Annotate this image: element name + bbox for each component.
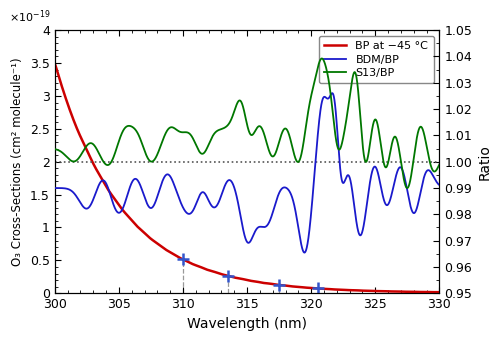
S13/BP — [224, 124, 230, 128]
Text: $\times10^{-19}$: $\times10^{-19}$ — [8, 8, 50, 25]
X-axis label: Wavelength (nm): Wavelength (nm) — [187, 317, 307, 331]
BDM/BP — [52, 186, 58, 190]
BDM/BP — [224, 179, 230, 183]
S13/BP — [319, 57, 325, 61]
BP at −45 °C — [197, 265, 203, 269]
S13/BP — [436, 162, 442, 166]
BP at −45 °C — [145, 234, 151, 238]
S13/BP — [434, 168, 440, 172]
Line: BP at −45 °C: BP at −45 °C — [55, 64, 440, 292]
BDM/BP — [329, 91, 335, 95]
BDM/BP — [145, 204, 151, 208]
BP at −45 °C — [430, 290, 436, 294]
S13/BP — [404, 186, 410, 190]
S13/BP — [197, 150, 203, 154]
Y-axis label: Ratio: Ratio — [478, 144, 492, 180]
BP at −45 °C — [434, 290, 440, 294]
S13/BP — [143, 153, 149, 157]
BDM/BP — [436, 183, 442, 187]
Line: S13/BP: S13/BP — [55, 59, 440, 188]
BDM/BP — [143, 200, 149, 204]
BP at −45 °C — [436, 290, 442, 294]
S13/BP — [145, 157, 151, 161]
Legend: BP at −45 °C, BDM/BP, S13/BP: BP at −45 °C, BDM/BP, S13/BP — [318, 36, 434, 83]
BDM/BP — [434, 180, 440, 184]
Line: BDM/BP: BDM/BP — [55, 93, 440, 253]
S13/BP — [52, 147, 58, 151]
S13/BP — [141, 147, 147, 152]
BDM/BP — [197, 193, 203, 197]
BDM/BP — [141, 194, 147, 198]
BP at −45 °C — [141, 231, 147, 235]
BP at −45 °C — [143, 233, 149, 237]
Y-axis label: O₃ Cross-Sections (cm² molecule⁻¹): O₃ Cross-Sections (cm² molecule⁻¹) — [12, 57, 24, 266]
BP at −45 °C — [224, 274, 230, 278]
BDM/BP — [302, 251, 308, 255]
BP at −45 °C — [52, 62, 58, 66]
